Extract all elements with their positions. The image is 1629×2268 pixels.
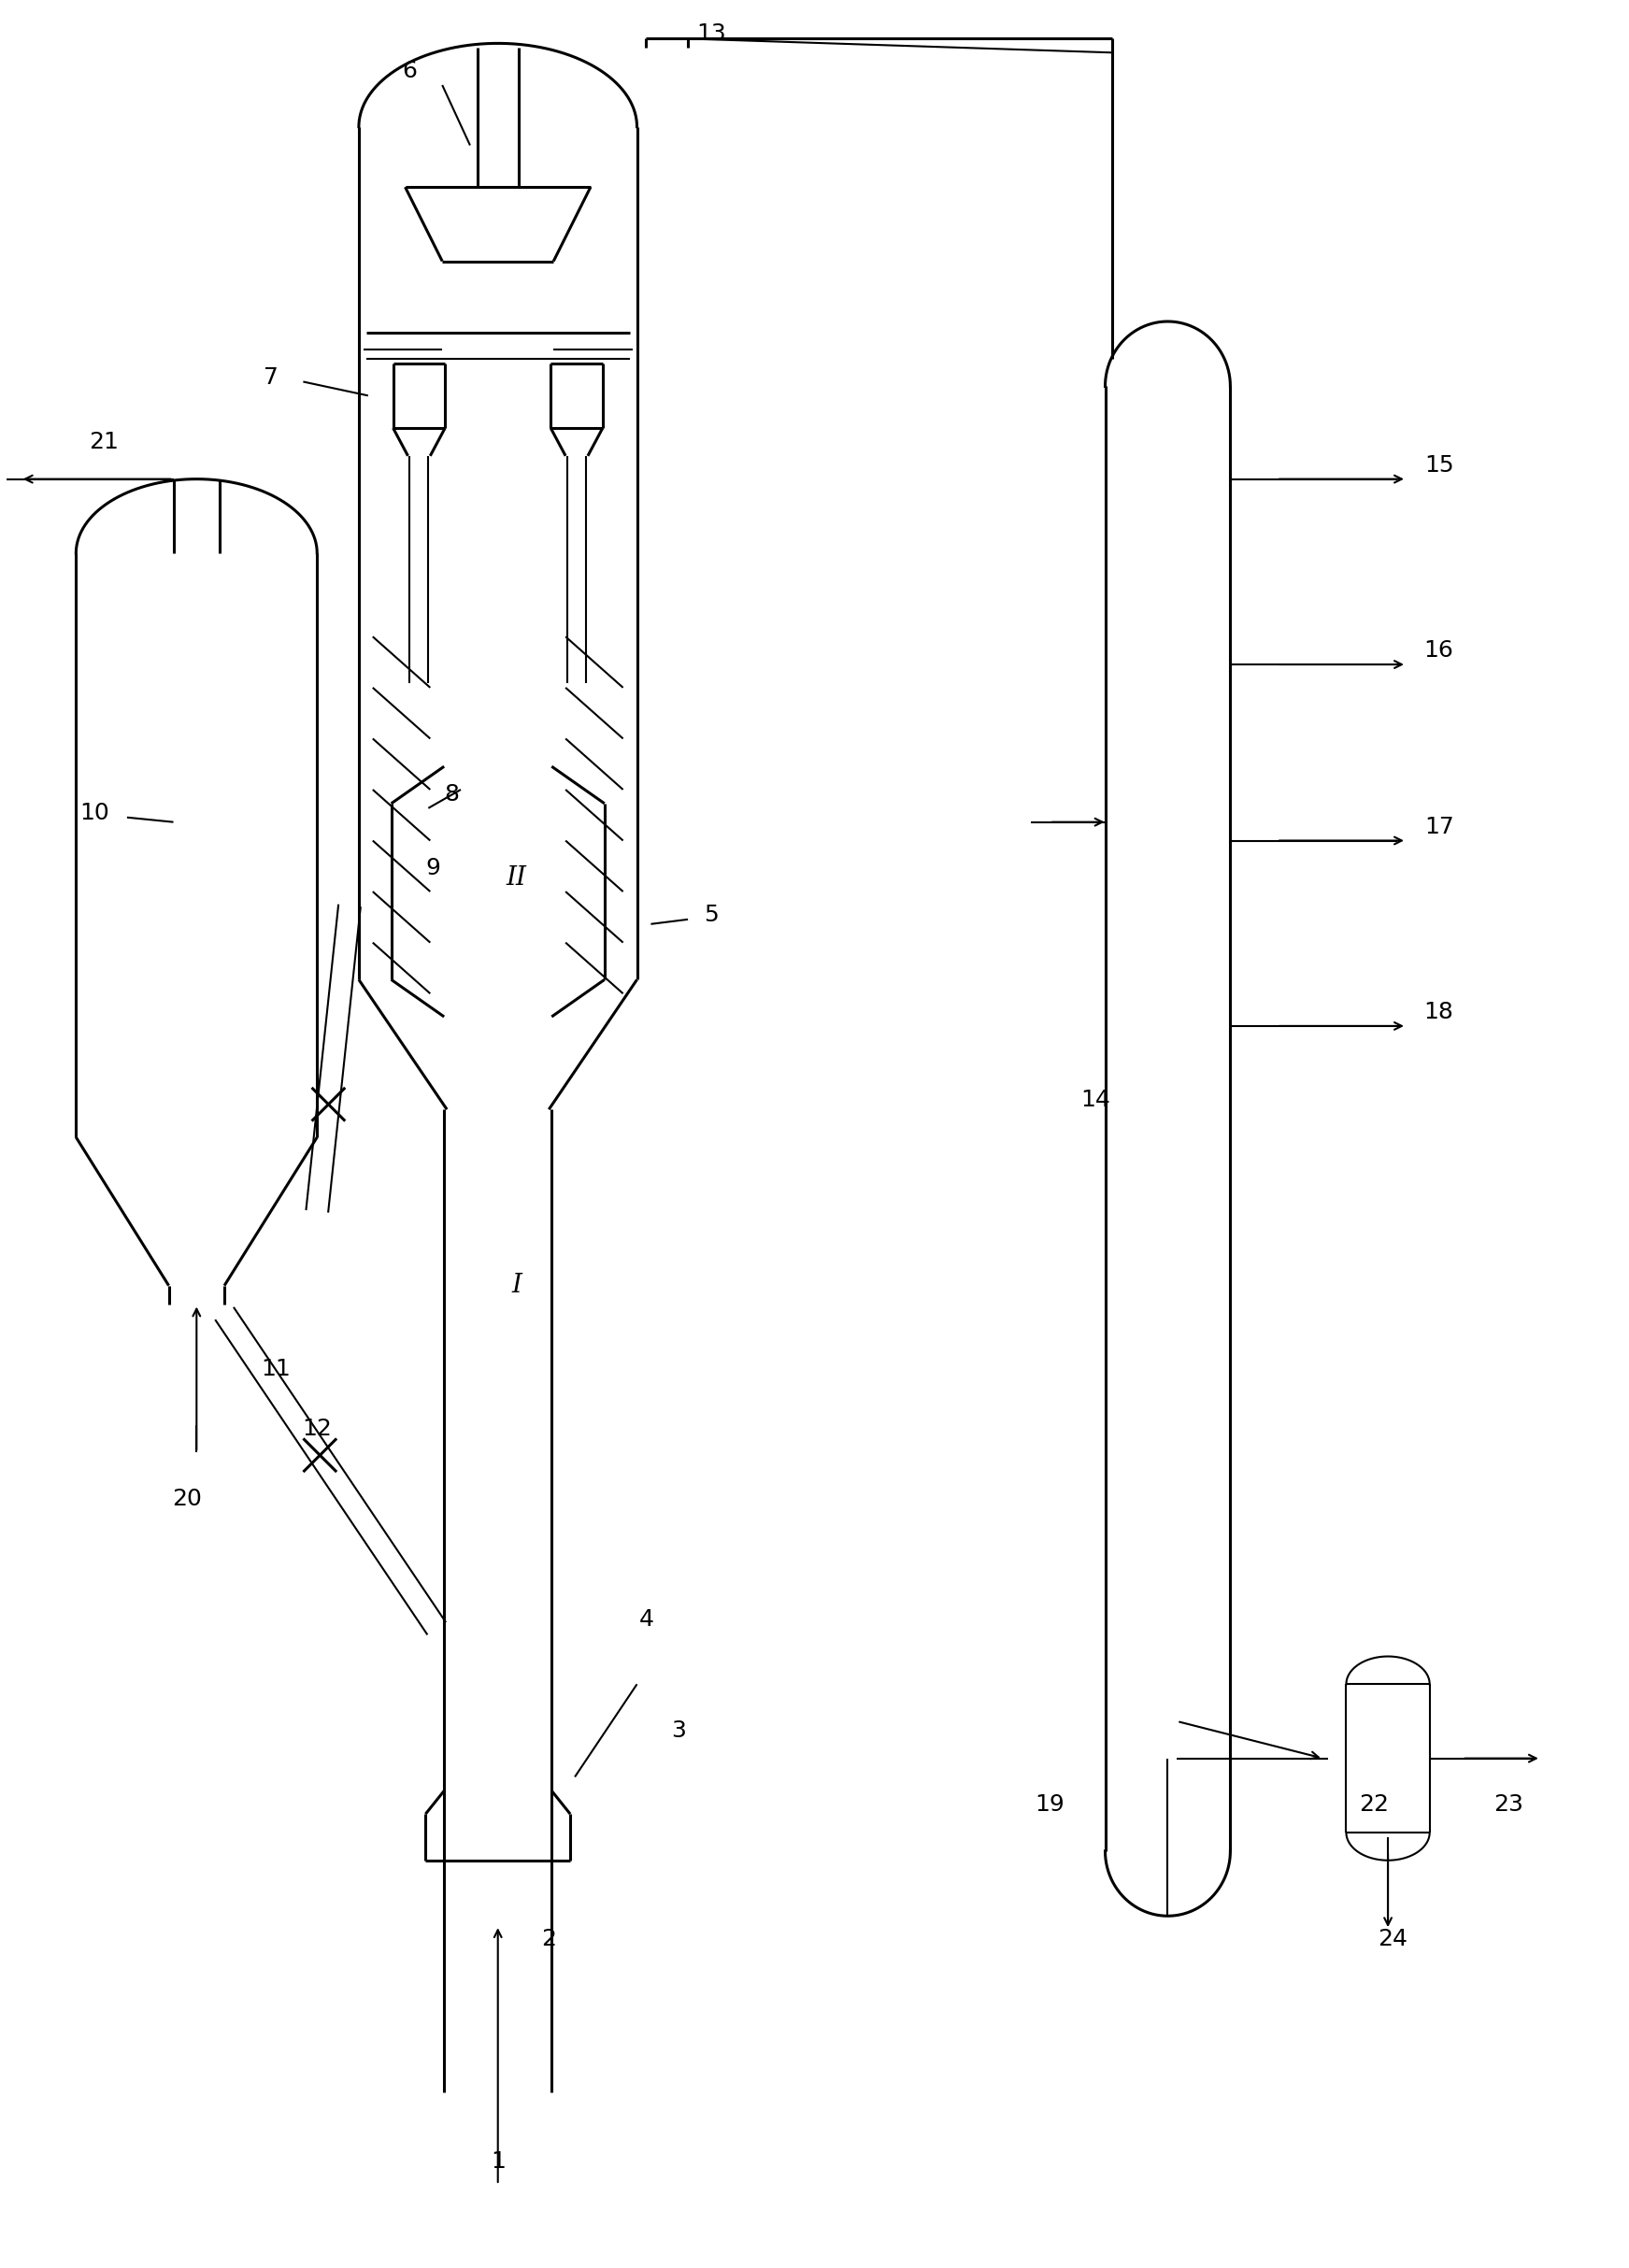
Text: 8: 8 — [445, 782, 459, 805]
Text: 3: 3 — [671, 1719, 686, 1742]
Text: 19: 19 — [1034, 1794, 1064, 1817]
Text: 23: 23 — [1494, 1794, 1523, 1817]
Text: 15: 15 — [1424, 454, 1453, 476]
Text: I: I — [512, 1272, 521, 1297]
Text: 11: 11 — [261, 1359, 290, 1381]
Text: 20: 20 — [173, 1488, 202, 1510]
Text: 4: 4 — [639, 1608, 653, 1631]
Text: 2: 2 — [541, 1928, 557, 1950]
Text: 21: 21 — [90, 431, 119, 454]
Text: 16: 16 — [1424, 640, 1453, 662]
Text: 18: 18 — [1424, 1000, 1453, 1023]
Text: 14: 14 — [1082, 1089, 1111, 1111]
Text: II: II — [507, 864, 526, 891]
Text: 6: 6 — [402, 59, 417, 82]
Text: 12: 12 — [303, 1418, 332, 1440]
Text: 24: 24 — [1378, 1928, 1407, 1950]
Text: 10: 10 — [80, 801, 109, 823]
Text: 5: 5 — [704, 903, 718, 925]
Text: 9: 9 — [425, 857, 440, 880]
Text: 7: 7 — [264, 365, 279, 388]
Text: 13: 13 — [696, 23, 727, 45]
Text: 17: 17 — [1424, 816, 1453, 837]
Text: 22: 22 — [1359, 1794, 1390, 1817]
Text: 1: 1 — [490, 2150, 505, 2173]
